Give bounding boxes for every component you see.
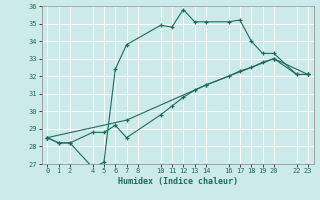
X-axis label: Humidex (Indice chaleur): Humidex (Indice chaleur) (118, 177, 237, 186)
